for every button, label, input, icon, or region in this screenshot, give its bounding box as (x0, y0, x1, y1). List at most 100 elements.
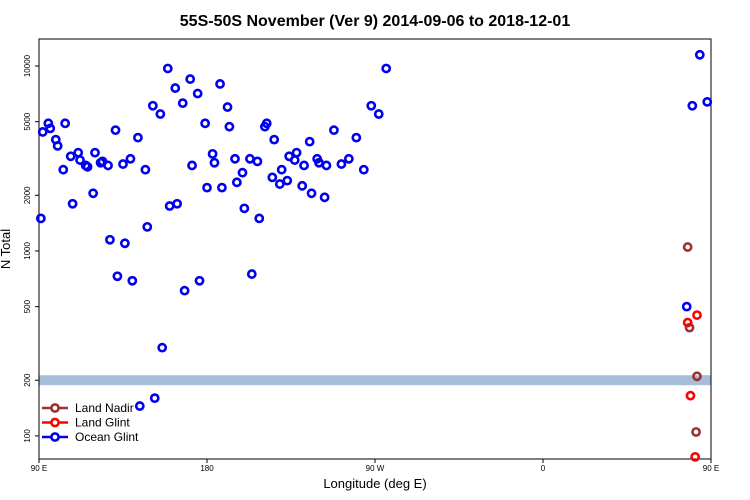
data-point (261, 118, 272, 129)
data-point (329, 125, 339, 136)
y-tick-label: 2000 (23, 186, 32, 204)
data-point (681, 301, 692, 312)
legend-label: Land Glint (75, 416, 130, 430)
data-point (274, 179, 285, 189)
series-land-nadir (682, 242, 702, 437)
y-axis-label: N Total (0, 229, 13, 269)
reference-band (39, 375, 711, 386)
data-points (35, 49, 713, 462)
data-point (82, 161, 93, 172)
data-point (125, 153, 136, 164)
data-point (200, 118, 211, 129)
legend-marker (50, 432, 60, 442)
x-tick-label: 90 E (31, 464, 47, 473)
data-point (162, 63, 173, 74)
data-point (284, 151, 295, 162)
data-point (381, 63, 392, 74)
data-point (351, 132, 362, 143)
data-point (202, 182, 212, 193)
data-point (142, 221, 153, 232)
x-tick-label: 90 E (703, 464, 719, 473)
legend-marker (50, 403, 60, 413)
data-point (299, 160, 309, 171)
data-point (147, 100, 158, 111)
data-point (67, 198, 78, 209)
data-point (119, 238, 130, 249)
data-point (297, 180, 308, 191)
legend-label: Ocean Glint (75, 430, 139, 444)
data-point (306, 188, 317, 199)
data-point (254, 213, 265, 224)
data-point (187, 160, 197, 171)
data-point (112, 271, 123, 282)
data-point (75, 155, 85, 165)
data-point (267, 172, 278, 183)
data-point (118, 159, 128, 169)
data-point (73, 147, 84, 158)
data-point (52, 140, 63, 151)
data-point (217, 182, 227, 193)
data-point (90, 147, 100, 158)
data-point (155, 109, 166, 119)
series-ocean-glint (35, 49, 713, 411)
data-point (692, 310, 702, 320)
data-point (269, 134, 280, 145)
data-point (43, 118, 54, 129)
y-axis: 100 200 500 1000 2000 5000 10000 (23, 54, 39, 443)
data-point (209, 157, 220, 168)
legend-label: Land Nadir (75, 401, 134, 415)
data-point (246, 269, 257, 279)
x-axis: 90 E 180 90 W 0 90 E (31, 459, 719, 473)
data-point (282, 175, 293, 186)
y-tick-label: 5000 (23, 112, 32, 130)
series-land-glint (682, 310, 702, 462)
data-point (58, 164, 69, 175)
data-point (682, 242, 693, 252)
data-point (65, 151, 76, 162)
data-point (252, 156, 263, 167)
y-tick-label: 200 (23, 373, 32, 387)
data-point (321, 160, 332, 171)
data-point (682, 317, 693, 328)
data-point (140, 164, 151, 175)
legend-item: Land Glint (42, 416, 130, 430)
data-point (245, 153, 255, 164)
x-tick-label: 90 W (366, 464, 385, 473)
data-point (60, 118, 71, 129)
data-point (291, 147, 302, 158)
data-point (224, 121, 235, 132)
legend-item: Land Nadir (42, 401, 134, 415)
data-point (172, 198, 183, 209)
data-point (149, 393, 160, 404)
data-point (207, 148, 218, 159)
data-point (157, 342, 168, 353)
data-point (110, 125, 121, 136)
data-point (215, 79, 225, 89)
data-point (222, 102, 233, 112)
data-point (304, 136, 315, 147)
data-point (358, 164, 369, 175)
x-axis-label: Longitude (deg E) (323, 476, 426, 491)
data-point (702, 96, 713, 107)
data-point (97, 156, 108, 167)
data-point (230, 153, 240, 164)
data-point (105, 234, 115, 245)
plot-frame (38, 38, 712, 460)
legend-marker (50, 417, 60, 428)
data-point (88, 188, 99, 199)
data-point (179, 285, 190, 296)
data-point (45, 123, 56, 134)
legend-item: Ocean Glint (42, 430, 139, 444)
data-point (127, 275, 138, 286)
data-point (170, 83, 181, 93)
y-tick-label: 100 (23, 429, 32, 443)
data-point (366, 100, 377, 111)
data-point (134, 401, 145, 411)
y-tick-label: 500 (23, 299, 32, 313)
data-point (373, 109, 384, 119)
data-point (690, 451, 701, 462)
data-point (164, 201, 175, 211)
data-point (35, 213, 46, 224)
data-point (684, 322, 695, 333)
